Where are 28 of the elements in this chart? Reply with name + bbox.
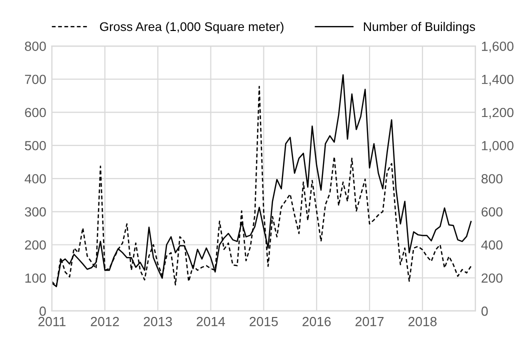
y-tick-label: 0: [40, 306, 46, 316]
y-tick-label: 800: [24, 42, 46, 51]
legend-label: Number of Buildings: [364, 22, 476, 34]
x-tick-label: 2017: [356, 316, 384, 326]
y-tick-label: 300: [24, 207, 46, 217]
y2-tick-label: 1,200: [482, 108, 514, 119]
legend-label: Gross Area (1,000 Square meter): [100, 22, 284, 34]
y-tick-label: 400: [24, 174, 46, 184]
y2-tick-label: 600: [482, 207, 502, 217]
y-tick-label: 100: [25, 273, 46, 283]
y2-tick-label: 1,000: [482, 140, 514, 152]
y2-tick-label: 400: [481, 240, 502, 250]
x-tick-label: 2015: [250, 316, 278, 326]
y-tick-label: 200: [25, 240, 46, 250]
y2-tick-label: 1,400: [482, 74, 514, 86]
x-tick-label: 2016: [302, 316, 331, 326]
x-tick-label: 2018: [408, 316, 437, 326]
y-tick-label: 700: [25, 74, 46, 84]
x-tick-label: 2011: [38, 316, 66, 326]
y2-tick-label: 200: [482, 273, 502, 283]
y2-tick-label: 1,600: [482, 42, 514, 53]
x-tick-label: 2014: [196, 316, 226, 326]
x-tick-label: 2013: [144, 316, 172, 326]
y-tick-label: 600: [25, 108, 46, 118]
x-tick-label: 2012: [90, 316, 119, 326]
y-tick-label: 500: [24, 140, 46, 150]
y2-tick-label: 800: [482, 174, 502, 184]
y2-tick-label: 0: [481, 306, 488, 316]
